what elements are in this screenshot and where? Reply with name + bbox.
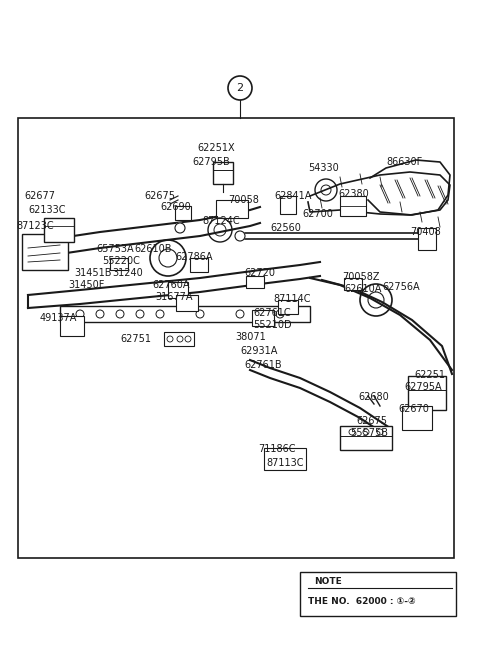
Bar	[300, 572, 456, 616]
Text: 62720: 62720	[244, 268, 275, 278]
Text: 70058: 70058	[228, 195, 259, 205]
Text: 62251X: 62251X	[197, 143, 235, 153]
Bar	[408, 376, 446, 410]
Text: 62380: 62380	[338, 189, 369, 199]
Bar	[216, 200, 248, 218]
Text: 62610B: 62610B	[134, 244, 171, 254]
Text: 62675: 62675	[356, 416, 387, 426]
Bar	[344, 278, 362, 290]
Text: 87113C: 87113C	[266, 458, 303, 468]
Text: 62761C: 62761C	[253, 308, 290, 318]
Text: 62786A: 62786A	[175, 252, 213, 262]
Text: 55220C: 55220C	[102, 256, 140, 266]
Text: 87123C: 87123C	[16, 221, 54, 231]
Text: 62795B: 62795B	[192, 157, 230, 167]
Text: 62680: 62680	[358, 392, 389, 402]
Bar	[164, 332, 194, 346]
Text: 62677: 62677	[24, 191, 55, 201]
Bar	[190, 258, 208, 272]
Text: 62751: 62751	[120, 334, 151, 344]
Text: 54330: 54330	[308, 163, 339, 173]
Bar	[44, 218, 74, 242]
Text: 62251: 62251	[414, 370, 445, 380]
Text: 62675: 62675	[144, 191, 175, 201]
Text: 70408: 70408	[410, 227, 441, 237]
Text: 62756A: 62756A	[382, 282, 420, 292]
Bar	[252, 310, 274, 326]
Bar	[168, 282, 188, 298]
Text: 2: 2	[237, 83, 243, 93]
Bar	[418, 228, 436, 250]
Bar	[176, 295, 198, 311]
Bar	[340, 196, 366, 216]
Text: 62841A: 62841A	[274, 191, 312, 201]
Text: NOTE: NOTE	[314, 577, 342, 586]
Text: 62700: 62700	[302, 209, 333, 219]
Text: 62670: 62670	[398, 404, 429, 414]
Text: 87114C: 87114C	[273, 294, 311, 304]
Text: 49137A: 49137A	[40, 313, 77, 323]
Bar	[264, 448, 306, 470]
Text: 55210D: 55210D	[253, 320, 292, 330]
Circle shape	[425, 231, 435, 241]
Text: 31677A: 31677A	[155, 292, 192, 302]
Bar	[175, 206, 191, 220]
Text: 31240: 31240	[112, 268, 143, 278]
Text: 31450F: 31450F	[68, 280, 104, 290]
Text: 62760A: 62760A	[152, 280, 190, 290]
Bar	[213, 162, 233, 184]
Circle shape	[175, 223, 185, 233]
Bar	[278, 300, 298, 314]
Text: 62690: 62690	[160, 202, 191, 212]
Text: 65753A: 65753A	[96, 244, 133, 254]
Circle shape	[235, 231, 245, 241]
Text: 62133C: 62133C	[28, 205, 65, 215]
Text: 62610A: 62610A	[344, 284, 382, 294]
Bar	[22, 234, 68, 270]
Bar	[60, 316, 84, 336]
Text: 62560: 62560	[270, 223, 301, 233]
Bar	[340, 426, 392, 450]
Bar	[246, 276, 264, 288]
Text: 62795A: 62795A	[404, 382, 442, 392]
Text: 86630F: 86630F	[386, 157, 422, 167]
Bar	[402, 406, 432, 430]
Bar	[280, 196, 296, 214]
Text: 87124C: 87124C	[202, 216, 240, 226]
Bar	[110, 258, 128, 270]
Text: 55575B: 55575B	[350, 428, 388, 438]
Text: THE NO.  62000 : ①-②: THE NO. 62000 : ①-②	[308, 598, 416, 607]
Text: 62761B: 62761B	[244, 360, 282, 370]
Text: 31451B: 31451B	[74, 268, 111, 278]
Text: 71186C: 71186C	[258, 444, 296, 454]
Polygon shape	[308, 172, 450, 215]
Bar	[18, 118, 454, 558]
Text: 38071: 38071	[235, 332, 266, 342]
Text: 70058Z: 70058Z	[342, 272, 380, 282]
Polygon shape	[368, 160, 450, 215]
Bar	[60, 306, 310, 322]
Text: 62931A: 62931A	[240, 346, 277, 356]
